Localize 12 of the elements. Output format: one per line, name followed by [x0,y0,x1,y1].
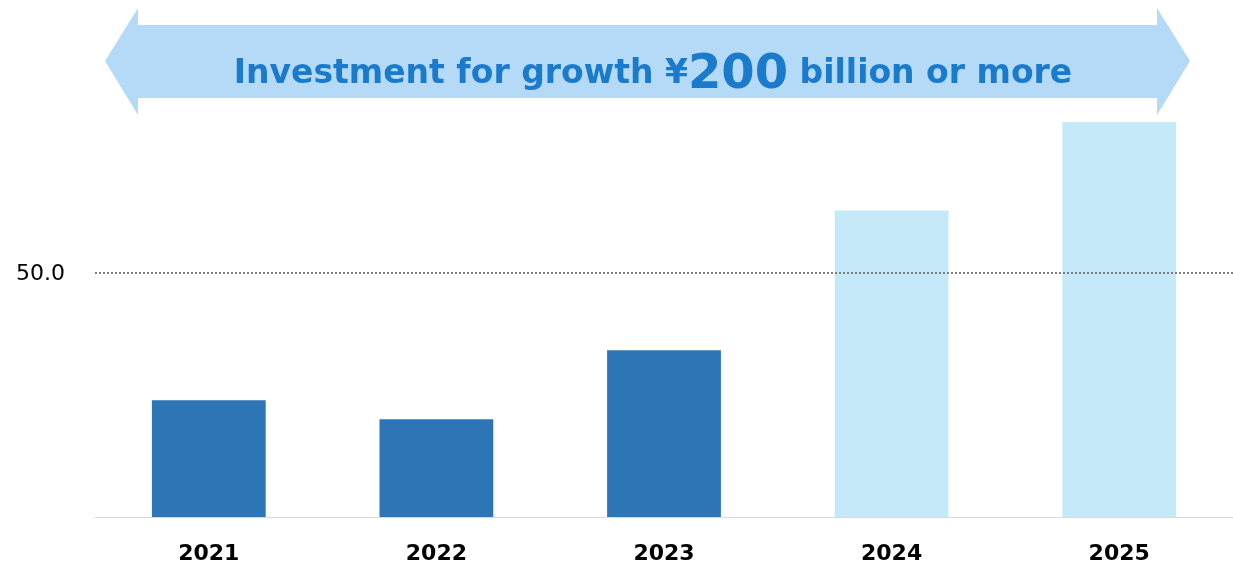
bar [1062,121,1177,517]
y-tick-label: 50.0 [16,260,65,286]
x-tick-label: 2021 [178,539,240,565]
bar [607,350,721,517]
bar [151,400,266,517]
x-tick-label: 2025 [1088,539,1150,565]
bar [379,419,494,517]
x-tick-label: 2022 [405,539,468,565]
chart-title: Investment for growth ¥200 billion or more [233,43,1073,99]
x-tick-label: 2023 [633,539,695,565]
x-tick-label: 2024 [860,539,923,565]
bar [834,210,949,517]
